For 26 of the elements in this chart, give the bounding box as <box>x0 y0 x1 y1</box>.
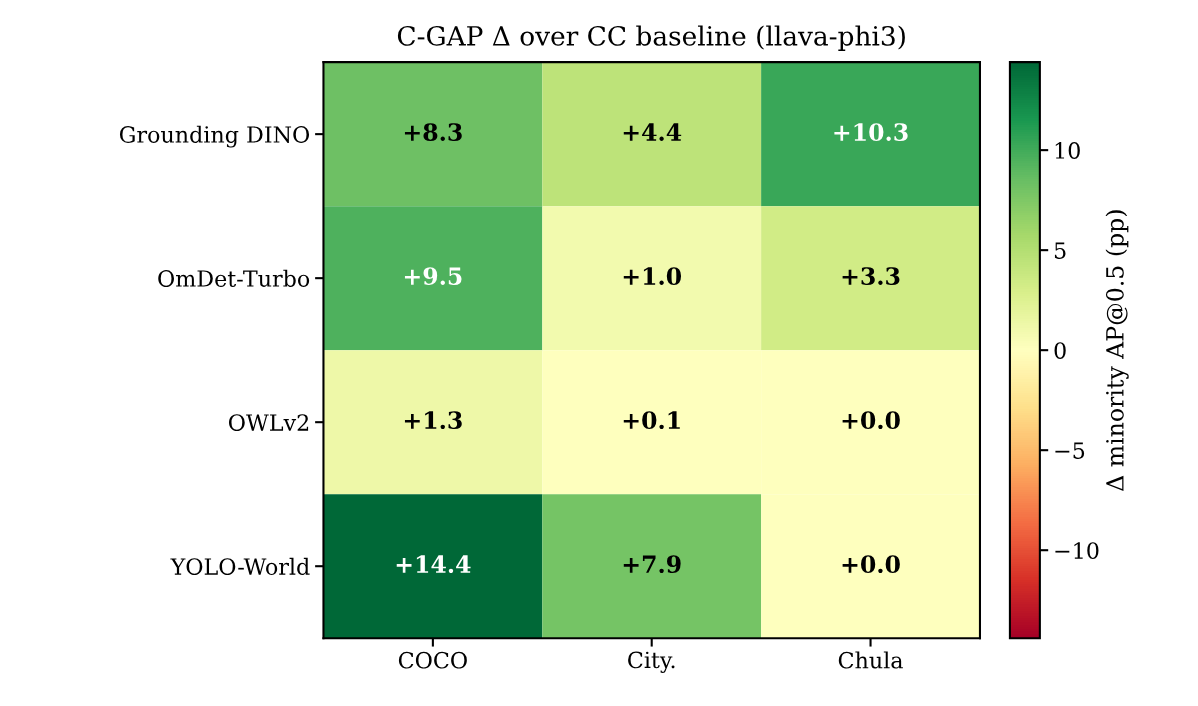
data-label: +4.4 <box>623 123 682 141</box>
data-label: +1.0 <box>623 267 682 286</box>
data-label: +1.3 <box>404 411 462 430</box>
color-bar-label: −5 <box>1055 442 1085 459</box>
y-tick-label: YOLO-World <box>170 557 310 575</box>
y-tick-label: OWLv2 <box>229 414 309 431</box>
color-bar-label: 5 <box>1054 242 1066 259</box>
data-label: +7.9 <box>623 555 681 574</box>
x-tick-label: Chula <box>838 651 903 669</box>
color-bar-label: 10 <box>1055 142 1080 159</box>
color-bar-label: −10 <box>1055 542 1099 559</box>
data-label: +14.4 <box>396 555 471 574</box>
color-bar-label: 0 <box>1054 342 1066 359</box>
color-bar-title: Δ minority AP@0.5 (pp) <box>1105 210 1129 491</box>
y-tick-label: Grounding DINO <box>119 125 310 148</box>
data-label: +9.5 <box>404 267 462 286</box>
data-label: +0.0 <box>842 411 900 430</box>
x-tick-label: City. <box>628 651 675 673</box>
y-tick-label: OmDet-Turbo <box>158 269 310 287</box>
data-label: +0.0 <box>842 555 900 574</box>
data-label: +3.3 <box>842 267 900 286</box>
chart-title: C-GAP Δ over CC baseline (llava-phi3) <box>397 25 905 51</box>
x-tick-label: COCO <box>398 651 467 669</box>
data-label: +10.3 <box>834 123 908 141</box>
data-label: +8.3 <box>404 123 462 141</box>
data-label: +0.1 <box>623 411 680 430</box>
